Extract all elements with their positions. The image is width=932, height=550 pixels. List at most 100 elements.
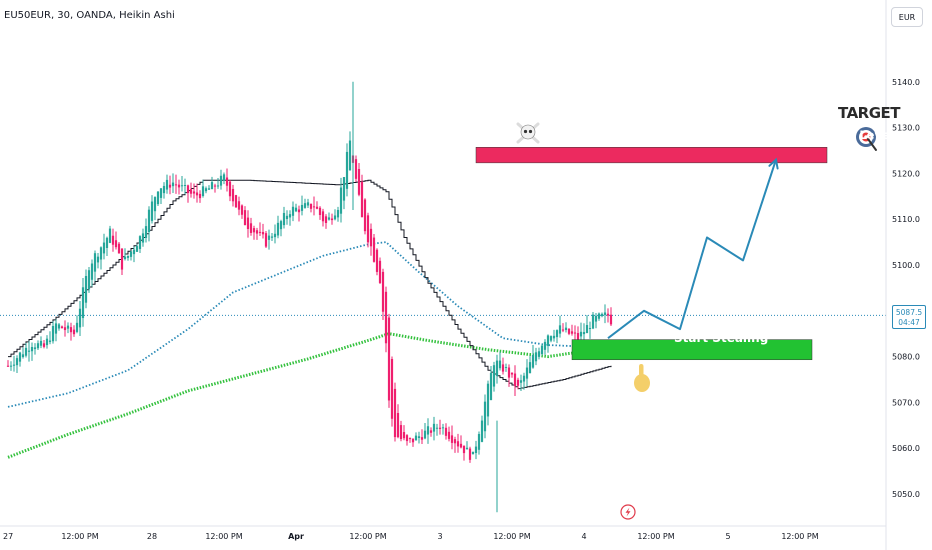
candle [69, 322, 73, 341]
x-tick-label: 4 [581, 532, 586, 541]
candle [318, 206, 322, 220]
candle [129, 250, 133, 261]
candle-body [354, 159, 358, 179]
candle-body [96, 256, 100, 263]
candle-body [240, 205, 244, 215]
candle [447, 426, 451, 442]
candle [159, 188, 163, 204]
candle-body [591, 314, 595, 329]
candle [219, 169, 223, 190]
candle [105, 236, 109, 256]
candle [192, 183, 196, 199]
candle-body [147, 209, 151, 233]
candle-body [378, 260, 382, 283]
candle [522, 372, 526, 390]
candle [495, 354, 499, 384]
candle-body [540, 345, 544, 355]
candle-body [120, 248, 124, 270]
candle-body [312, 206, 316, 208]
candle [315, 201, 319, 210]
candle-body [363, 199, 367, 232]
candle-body [507, 367, 511, 378]
candle [504, 363, 508, 372]
candle [465, 441, 469, 450]
x-tick-label: 28 [147, 532, 157, 541]
candle [432, 416, 436, 441]
candle [21, 347, 25, 359]
candle [258, 222, 262, 236]
candles[interactable] [6, 81, 613, 513]
candle [411, 438, 415, 447]
x-tick-label: 12:00 PM [637, 532, 674, 541]
x-tick-label: 12:00 PM [61, 532, 98, 541]
candle [570, 324, 574, 336]
projected-path-arrowhead [768, 157, 779, 170]
candle-body [309, 203, 313, 209]
candle-body [276, 222, 280, 236]
dart [867, 138, 877, 151]
candle [243, 206, 247, 226]
candle-body [450, 435, 454, 443]
candle [531, 344, 535, 369]
pointing-hand-icon [634, 364, 650, 392]
candle-body [42, 343, 46, 347]
candle [564, 322, 568, 333]
candle-body [78, 308, 82, 328]
candle-body [63, 327, 67, 331]
candle [381, 268, 385, 320]
candle-body [126, 255, 130, 258]
candle [171, 173, 175, 194]
candle-body [102, 242, 106, 254]
candle-body [66, 325, 70, 329]
candle [585, 315, 589, 334]
candle-body [330, 218, 334, 221]
candle [474, 440, 478, 460]
candle-body [255, 230, 259, 234]
candle [114, 231, 118, 250]
candle-body [423, 430, 427, 439]
candle-body [156, 191, 160, 205]
candle [144, 218, 148, 243]
candle-body [303, 203, 307, 208]
candle [498, 351, 502, 371]
candle-body [570, 331, 574, 334]
candle [423, 422, 427, 440]
currency-button[interactable]: EUR [891, 7, 923, 27]
candle-body [57, 324, 61, 329]
candle-body [108, 228, 112, 243]
candle-body [555, 330, 559, 338]
candle [195, 183, 199, 203]
candle-body [219, 175, 223, 186]
candle [456, 433, 460, 453]
candle-body [528, 362, 532, 374]
candle-body [27, 350, 31, 352]
candle-body [237, 201, 241, 210]
candle-body [501, 364, 505, 372]
candle [90, 259, 94, 287]
candle [600, 312, 604, 318]
candle-body [399, 425, 403, 440]
y-tick-label: 5130.0 [892, 124, 920, 133]
candle [468, 446, 472, 463]
candle-body [180, 185, 184, 187]
candle [24, 342, 28, 358]
candle [555, 329, 559, 344]
candle-body [210, 182, 214, 190]
candle [372, 234, 376, 263]
candle [255, 227, 259, 240]
candle [237, 196, 241, 216]
start-stealing-label: Start Stealing [674, 331, 769, 345]
candle [483, 394, 487, 439]
candle-body [369, 228, 373, 247]
candle-body [420, 437, 424, 440]
candle [312, 196, 316, 216]
candle [81, 277, 85, 327]
candle-body [462, 445, 466, 454]
candle-body [534, 352, 538, 362]
candle [558, 315, 562, 338]
candle [66, 322, 70, 334]
candle-body [585, 324, 589, 334]
candle-body [345, 151, 349, 189]
candle [78, 300, 82, 337]
